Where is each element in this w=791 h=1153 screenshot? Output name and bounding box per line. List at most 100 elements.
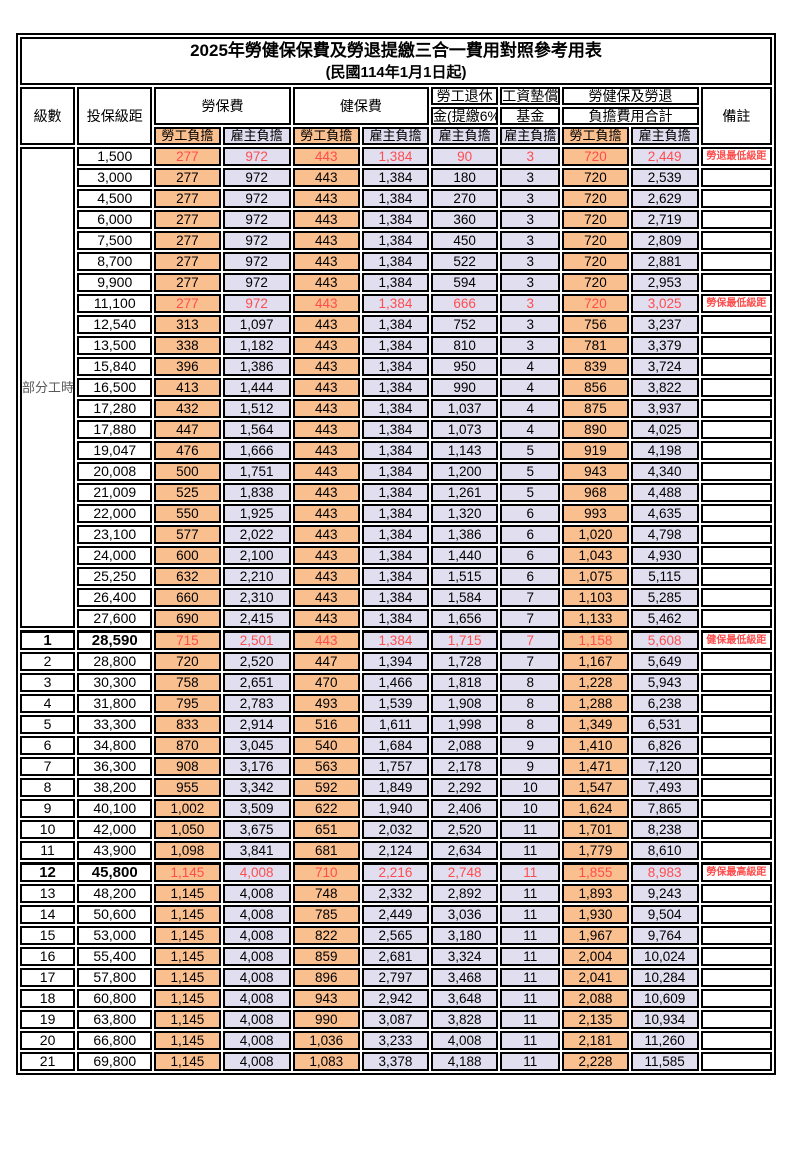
cell-wage-fund-employer: 3 [500,273,561,292]
cell-labor-employer: 1,666 [222,441,291,460]
cell-total-employee: 1,547 [562,778,629,797]
cell-labor-employee: 600 [154,546,221,565]
cell-remark [700,968,772,987]
cell-labor-employer: 3,675 [222,820,291,839]
cell-total-employee: 2,041 [562,968,629,987]
cell-remark [700,483,772,502]
cell-bracket: 3,000 [77,168,153,187]
cell-labor-employer: 972 [222,294,291,313]
cell-bracket: 7,500 [77,231,153,250]
cell-labor-employer: 3,045 [222,736,291,755]
cell-pension-employer: 594 [431,273,499,292]
cell-bracket: 19,047 [77,441,153,460]
cell-labor-employer: 2,501 [222,630,291,650]
table-row: 13,500 338 1,182 443 1,384 810 3 781 3,379 [20,336,772,355]
cell-total-employee: 1,779 [562,841,629,860]
subheader-pension-employer: 雇主負擔 [431,127,499,145]
cell-health-employer: 1,384 [361,399,430,418]
cell-pension-employer: 810 [431,336,499,355]
cell-health-employer: 1,384 [361,168,430,187]
table-row: 13 48,200 1,145 4,008 748 2,332 2,892 11 1,893 9,… [20,884,772,903]
cell-labor-employer: 2,100 [222,546,291,565]
cell-remark [700,189,772,208]
cell-level: 4 [20,694,76,713]
cell-health-employee: 540 [292,736,360,755]
cell-total-employee: 1,471 [562,757,629,776]
cell-level: 21 [20,1052,76,1071]
cell-total-employer: 3,724 [630,357,699,376]
cell-bracket: 57,800 [77,968,153,987]
table-title-cell: 2025年勞健保保費及勞退提繳三合一費用對照參考用表 (民國114年1月1日起) [20,37,772,85]
cell-health-employer: 2,449 [361,905,430,924]
cell-total-employer: 2,539 [630,168,699,187]
cell-health-employee: 592 [292,778,360,797]
cell-bracket: 28,590 [77,630,153,650]
table-row: 部分工時 1,500 277 972 443 1,384 90 3 720 2,449 勞退最低級距 [20,147,772,628]
cell-wage-fund-employer: 7 [500,630,561,650]
cell-labor-employee: 577 [154,525,221,544]
cell-health-employee: 443 [292,567,360,586]
cell-wage-fund-employer: 4 [500,378,561,397]
cell-health-employer: 1,539 [361,694,430,713]
cell-labor-employer: 972 [222,189,291,208]
table-row: 15,840 396 1,386 443 1,384 950 4 839 3,724 [20,357,772,376]
header-labor-insurance: 勞保費 [154,87,291,125]
cell-labor-employer: 2,651 [222,673,291,692]
cell-remark [700,1031,772,1050]
cell-wage-fund-employer: 3 [500,168,561,187]
cell-remark [700,820,772,839]
cell-labor-employee: 715 [154,630,221,650]
table-row: 9 40,100 1,002 3,509 622 1,940 2,406 10 1,624 7,8… [20,799,772,818]
cell-wage-fund-employer: 8 [500,715,561,734]
cell-pension-employer: 1,037 [431,399,499,418]
cell-bracket: 63,800 [77,1010,153,1029]
cell-bracket: 24,000 [77,546,153,565]
header-bracket: 投保級距 [77,87,153,145]
cell-pension-employer: 2,406 [431,799,499,818]
cell-health-employer: 1,384 [361,504,430,523]
cell-labor-employer: 4,008 [222,1031,291,1050]
table-row: 23,100 577 2,022 443 1,384 1,386 6 1,020 4,798 [20,525,772,544]
subheader-health-employer: 雇主負擔 [361,127,430,145]
cell-labor-employer: 4,008 [222,1052,291,1071]
fee-table-header: 2025年勞健保保費及勞退提繳三合一費用對照參考用表 (民國114年1月1日起)… [20,37,772,145]
table-row: 21 69,800 1,145 4,008 1,083 3,378 4,188 11 2,228… [20,1052,772,1071]
cell-wage-fund-employer: 11 [500,968,561,987]
cell-bracket: 12,540 [77,315,153,334]
cell-health-employer: 1,384 [361,609,430,628]
cell-bracket: 31,800 [77,694,153,713]
cell-remark [700,736,772,755]
cell-level: 13 [20,884,76,903]
cell-labor-employee: 1,145 [154,862,221,882]
cell-pension-employer: 2,088 [431,736,499,755]
cell-pension-employer: 2,178 [431,757,499,776]
table-row: 12 45,800 1,145 4,008 710 2,216 2,748 11 1,855 8,… [20,862,772,882]
header-health-insurance: 健保費 [292,87,430,125]
cell-level: 11 [20,841,76,860]
cell-health-employee: 681 [292,841,360,860]
cell-level: 2 [20,652,76,671]
cell-labor-employer: 4,008 [222,989,291,1008]
cell-labor-employee: 870 [154,736,221,755]
cell-total-employer: 4,488 [630,483,699,502]
cell-health-employer: 1,384 [361,378,430,397]
cell-remark [700,357,772,376]
cell-remark [700,504,772,523]
cell-labor-employee: 1,145 [154,947,221,966]
cell-health-employer: 1,940 [361,799,430,818]
cell-health-employee: 443 [292,231,360,250]
cell-remark [700,210,772,229]
cell-pension-employer: 4,008 [431,1031,499,1050]
fee-table-body: 部分工時 1,500 277 972 443 1,384 90 3 720 2,449 勞退最低級距… [20,147,772,1071]
cell-total-employer: 4,635 [630,504,699,523]
cell-total-employee: 2,135 [562,1010,629,1029]
cell-labor-employee: 908 [154,757,221,776]
cell-labor-employer: 972 [222,231,291,250]
cell-labor-employee: 1,145 [154,1052,221,1071]
table-row: 8,700 277 972 443 1,384 522 3 720 2,881 [20,252,772,271]
cell-level: 18 [20,989,76,1008]
cell-total-employer: 10,934 [630,1010,699,1029]
cell-health-employee: 651 [292,820,360,839]
cell-total-employee: 919 [562,441,629,460]
table-row: 1 28,590 715 2,501 443 1,384 1,715 7 1,158 5,608 健… [20,630,772,650]
